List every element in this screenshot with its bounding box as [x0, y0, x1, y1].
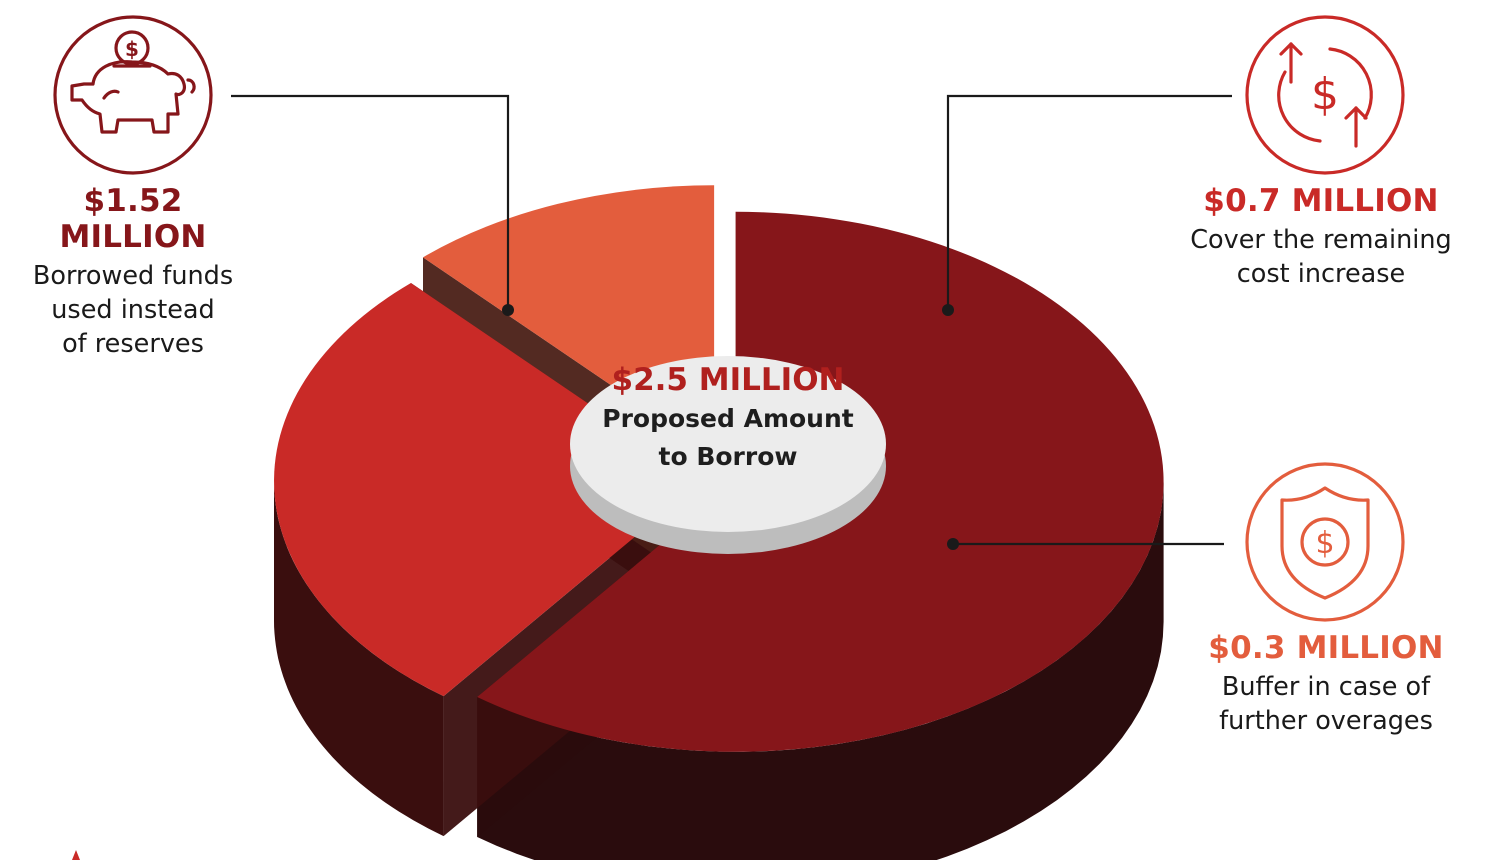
description-line: used instead — [51, 295, 215, 325]
label-cost-increase: $0.7 MILLION Cover the remaining cost in… — [1160, 183, 1482, 291]
connector-dots — [502, 304, 959, 550]
connector-dot-buffer — [947, 538, 959, 550]
shield-dollar-icon — [1245, 462, 1405, 622]
description-line: Buffer in case of — [1221, 672, 1431, 702]
piggy-coin-dollar-icon: $ — [125, 37, 139, 61]
label-buffer: $0.3 MILLION Buffer in case of further o… — [1170, 630, 1482, 738]
amount-cost-increase: $0.7 MILLION — [1203, 183, 1439, 219]
center-description: Proposed Amount to Borrow — [575, 400, 881, 476]
connector-lines — [231, 94, 1232, 546]
center-description-line: to Borrow — [658, 442, 798, 471]
circular-dollar-arrows-icon — [1245, 15, 1405, 175]
pie-slice — [274, 282, 703, 697]
description-line: cost increase — [1236, 259, 1406, 289]
description-buffer: Buffer in case of further overages — [1170, 670, 1482, 738]
center-disc-top — [570, 356, 886, 532]
corner-mark — [72, 850, 80, 860]
amount-borrowed: $1.52 MILLION — [59, 183, 207, 255]
dollar-sign-icon: $ — [1311, 69, 1339, 120]
connector-dot-borrowed — [502, 304, 514, 316]
description-line: Borrowed funds — [32, 261, 234, 291]
connector-line-borrowed — [231, 94, 510, 310]
pie-slice-wall — [477, 481, 1164, 864]
center-amount: $2.5 MILLION — [611, 362, 845, 398]
piggy-bank-icon — [53, 15, 213, 175]
center-disc — [570, 356, 886, 554]
amount-buffer: $0.3 MILLION — [1208, 630, 1444, 666]
description-line: Cover the remaining — [1190, 225, 1452, 255]
description-line: of reserves — [62, 329, 204, 359]
connector-dot-cost-increase — [942, 304, 954, 316]
center-description-line: Proposed Amount — [602, 404, 854, 433]
description-borrowed: Borrowed funds used instead of reserves — [6, 259, 260, 361]
connector-line-cost-increase — [946, 94, 1232, 310]
label-borrowed: $1.52 MILLION Borrowed funds used instea… — [6, 183, 260, 361]
shield-dollar-sign-icon: $ — [1315, 526, 1334, 561]
center-label: $2.5 MILLION Proposed Amount to Borrow — [575, 362, 881, 476]
pie-slice-wall — [274, 480, 444, 837]
description-cost-increase: Cover the remaining cost increase — [1160, 223, 1482, 291]
description-line: further overages — [1219, 706, 1433, 736]
